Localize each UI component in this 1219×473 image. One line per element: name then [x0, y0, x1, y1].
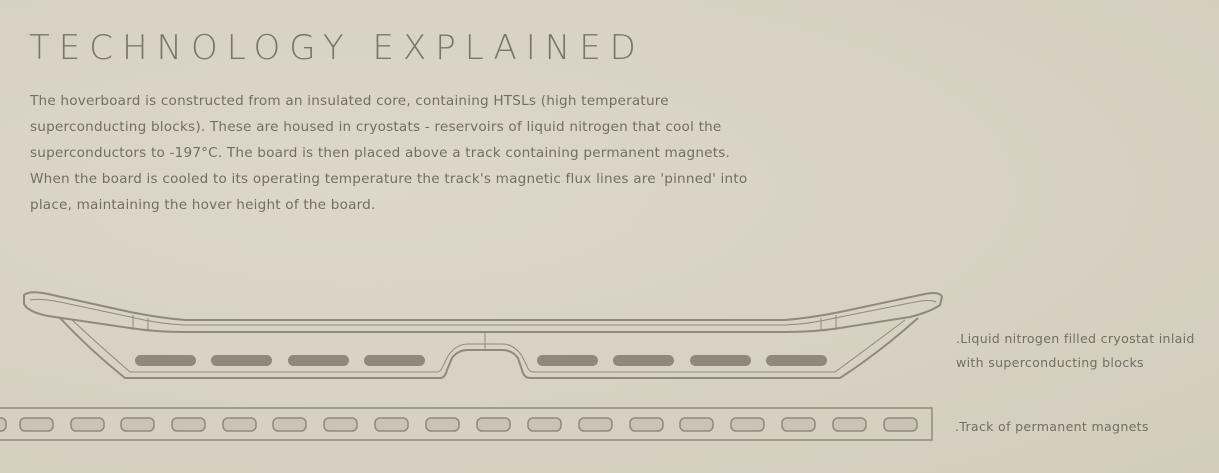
permanent-magnet: [629, 417, 664, 432]
magnet-track: [0, 407, 933, 441]
superconducting-block: [211, 355, 272, 366]
permanent-magnet: [578, 417, 613, 432]
permanent-magnet: [70, 417, 105, 432]
permanent-magnet: [425, 417, 460, 432]
permanent-magnet: [222, 417, 257, 432]
superconducting-blocks: [135, 355, 827, 366]
cryostat-callout-line1: .Liquid nitrogen filled cryostat inlaid: [956, 331, 1195, 346]
track-callout: .Track of permanent magnets: [955, 419, 1149, 434]
hoverboard-diagram: [0, 291, 944, 441]
permanent-magnet: [832, 417, 867, 432]
cryostat-outline: [59, 317, 919, 379]
permanent-magnet: [171, 417, 206, 432]
page-title: TECHNOLOGY EXPLAINED: [29, 28, 645, 68]
cryostat-callout-line2: with superconducting blocks: [956, 355, 1144, 370]
permanent-magnet: [883, 417, 918, 432]
permanent-magnet: [323, 417, 358, 432]
superconducting-block: [690, 355, 751, 366]
permanent-magnet: [476, 417, 511, 432]
cryostat-inner: [71, 319, 906, 373]
board-deck-top: [23, 291, 944, 333]
permanent-magnet: [781, 417, 816, 432]
cryostat-callout: .Liquid nitrogen filled cryostat inlaid …: [956, 327, 1195, 375]
superconducting-block: [766, 355, 827, 366]
permanent-magnet: [0, 417, 7, 432]
intro-paragraph: The hoverboard is constructed from an in…: [30, 93, 748, 213]
permanent-magnet: [272, 417, 307, 432]
superconducting-block: [135, 355, 196, 366]
permanent-magnet: [374, 417, 409, 432]
hoverboard: [23, 291, 944, 379]
permanent-magnet: [527, 417, 562, 432]
permanent-magnet: [120, 417, 155, 432]
permanent-magnet: [730, 417, 765, 432]
superconducting-block: [537, 355, 598, 366]
superconducting-block: [613, 355, 674, 366]
board-deck-inner: [29, 298, 937, 326]
superconducting-block: [364, 355, 425, 366]
track-outline: [0, 407, 933, 441]
permanent-magnet: [19, 417, 54, 432]
superconducting-block: [288, 355, 349, 366]
permanent-magnet: [679, 417, 714, 432]
